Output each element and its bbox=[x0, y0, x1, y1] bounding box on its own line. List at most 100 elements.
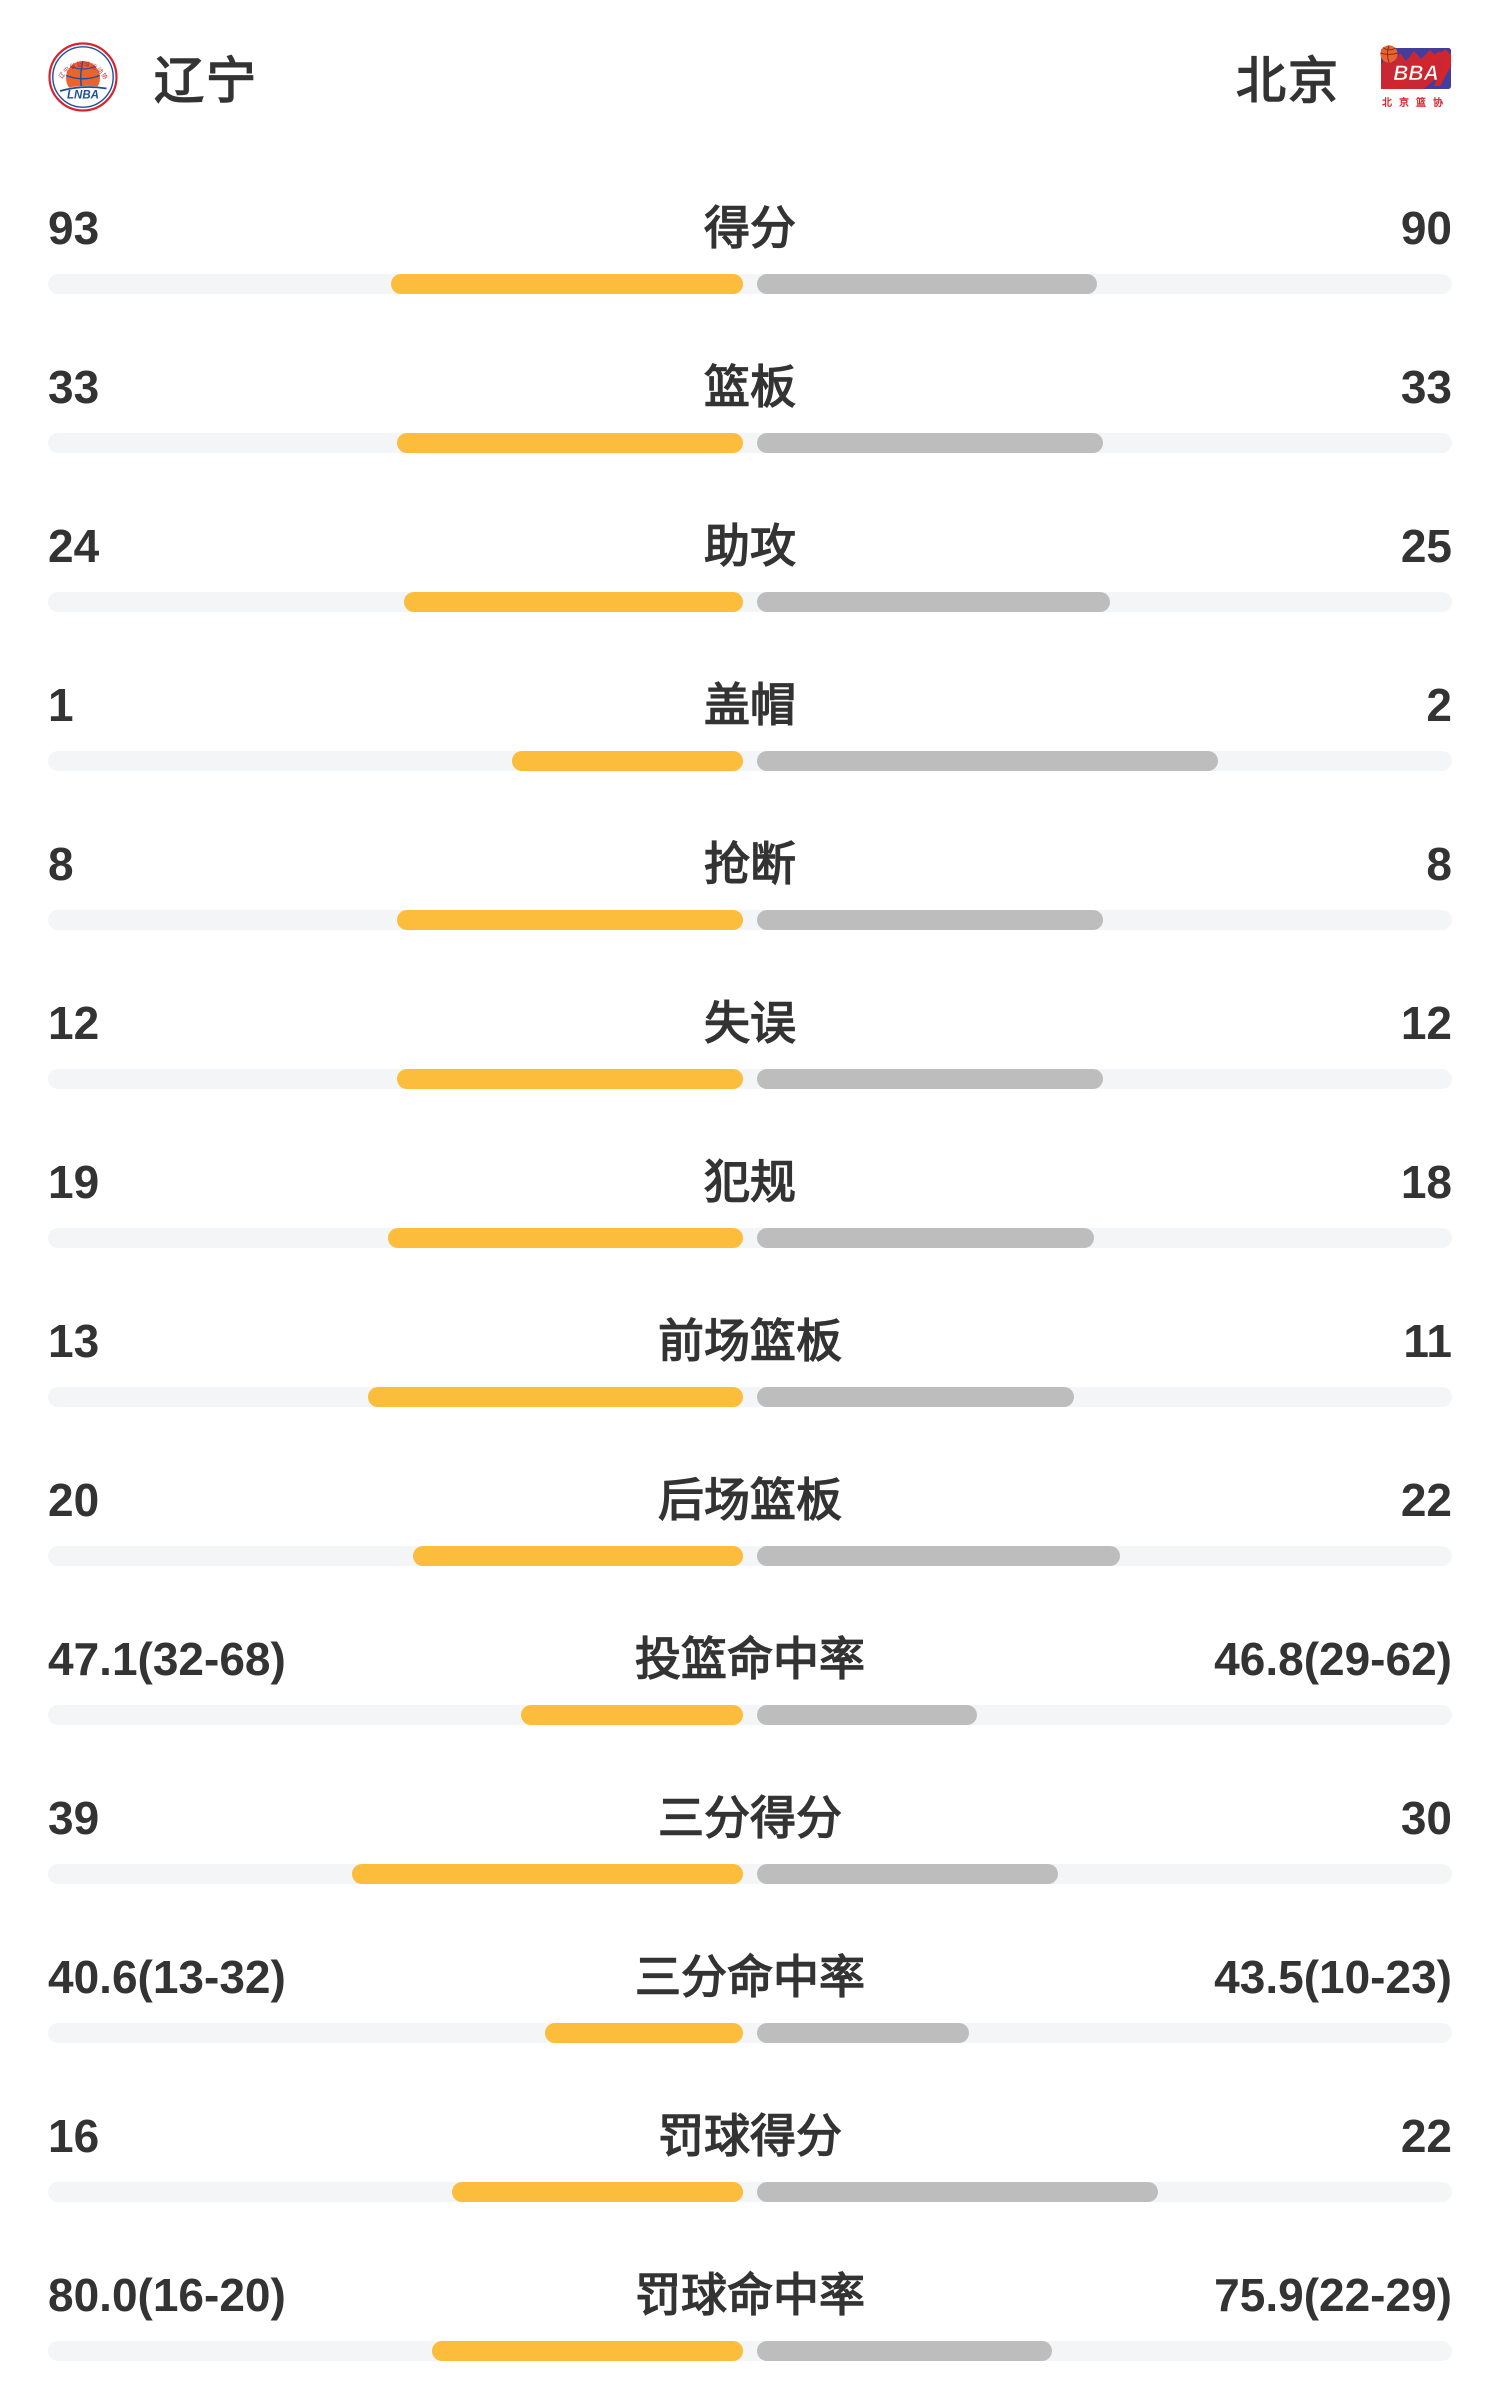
stat-label: 罚球命中率 bbox=[635, 2269, 865, 2321]
away-stat-bar bbox=[757, 433, 1103, 453]
home-stat-bar bbox=[451, 2182, 743, 2202]
stat-row: 8 抢断 8 bbox=[0, 786, 1500, 945]
home-stat-value: 80.0(16-20) bbox=[48, 2269, 286, 2321]
home-stat-value: 19 bbox=[48, 1156, 100, 1208]
stat-label: 犯规 bbox=[704, 1156, 796, 1208]
stat-bar-track bbox=[48, 1705, 1452, 1725]
stat-row: 33 篮板 33 bbox=[0, 309, 1500, 468]
stat-values-line: 40.6(13-32) 三分命中率 43.5(10-23) bbox=[48, 1899, 1452, 2005]
away-stat-value: 33 bbox=[1400, 361, 1452, 413]
stat-bar-track bbox=[48, 433, 1452, 453]
svg-text:BBA: BBA bbox=[1393, 62, 1439, 85]
home-stat-bar bbox=[368, 1387, 743, 1407]
home-stat-bar bbox=[413, 1546, 743, 1566]
away-stat-value: 75.9(22-29) bbox=[1214, 2269, 1452, 2321]
away-stat-value: 22 bbox=[1400, 2110, 1452, 2162]
match-header: 辽宁省篮球运动协会 LNBA 辽宁 北京 BBA 北京篮协 bbox=[48, 40, 1452, 114]
stat-values-line: 13 前场篮板 11 bbox=[48, 1263, 1452, 1369]
stat-label: 盖帽 bbox=[704, 679, 796, 731]
stat-bar-track bbox=[48, 2023, 1452, 2043]
stat-bar-track bbox=[48, 751, 1452, 771]
home-stat-bar bbox=[403, 592, 743, 612]
stat-values-line: 20 后场篮板 22 bbox=[48, 1422, 1452, 1528]
away-stat-value: 18 bbox=[1400, 1156, 1452, 1208]
stat-row: 13 前场篮板 11 bbox=[0, 1263, 1500, 1422]
away-stat-bar bbox=[757, 1864, 1058, 1884]
home-stat-bar bbox=[351, 1864, 743, 1884]
stat-values-line: 12 失误 12 bbox=[48, 945, 1452, 1051]
svg-text:LNBA: LNBA bbox=[67, 90, 99, 102]
stat-label: 前场篮板 bbox=[658, 1315, 842, 1367]
away-stat-bar bbox=[757, 592, 1111, 612]
home-stat-value: 33 bbox=[48, 361, 100, 413]
away-stat-value: 90 bbox=[1400, 202, 1452, 254]
stat-bar-track bbox=[48, 2182, 1452, 2202]
stat-label: 后场篮板 bbox=[658, 1474, 842, 1526]
away-stat-value: 12 bbox=[1400, 997, 1452, 1049]
home-stat-value: 1 bbox=[48, 679, 74, 731]
away-stat-bar bbox=[757, 2023, 969, 2043]
stat-bar-track bbox=[48, 274, 1452, 294]
away-stat-value: 30 bbox=[1400, 1792, 1452, 1844]
away-stat-value: 8 bbox=[1426, 838, 1452, 890]
stat-row: 39 三分得分 30 bbox=[0, 1740, 1500, 1899]
stat-label: 得分 bbox=[704, 202, 796, 254]
away-stat-bar bbox=[757, 1069, 1103, 1089]
away-stat-bar bbox=[757, 274, 1098, 294]
home-stat-value: 16 bbox=[48, 2110, 100, 2162]
stat-bar-track bbox=[48, 592, 1452, 612]
stat-row: 24 助攻 25 bbox=[0, 468, 1500, 627]
stat-values-line: 39 三分得分 30 bbox=[48, 1740, 1452, 1846]
home-stat-value: 13 bbox=[48, 1315, 100, 1367]
away-stat-bar bbox=[757, 1705, 978, 1725]
stat-label: 失误 bbox=[704, 997, 796, 1049]
away-team-header[interactable]: 北京 BBA 北京篮协 bbox=[1236, 41, 1452, 113]
home-stat-bar bbox=[397, 910, 743, 930]
stat-bar-track bbox=[48, 1228, 1452, 1248]
away-stat-value: 22 bbox=[1400, 1474, 1452, 1526]
stat-label: 三分得分 bbox=[658, 1792, 842, 1844]
stat-values-line: 16 罚球得分 22 bbox=[48, 2058, 1452, 2164]
stat-bar-track bbox=[48, 910, 1452, 930]
away-stat-bar bbox=[757, 751, 1219, 771]
stat-label: 助攻 bbox=[704, 520, 796, 572]
home-stat-bar bbox=[397, 1069, 743, 1089]
stat-values-line: 19 犯规 18 bbox=[48, 1104, 1452, 1210]
stat-label: 抢断 bbox=[704, 838, 796, 890]
stats-list: 93 得分 90 33 篮板 33 24 助攻 25 1 盖帽 2 8 抢断 8 12 失误 12 19 犯规 18 13… bbox=[0, 150, 1500, 2376]
home-stat-value: 93 bbox=[48, 202, 100, 254]
away-team-logo: BBA 北京篮协 bbox=[1380, 45, 1451, 109]
away-stat-bar bbox=[757, 2182, 1158, 2202]
home-stat-value: 39 bbox=[48, 1792, 100, 1844]
away-stat-value: 2 bbox=[1426, 679, 1452, 731]
home-stat-bar bbox=[387, 1228, 743, 1248]
home-stat-value: 47.1(32-68) bbox=[48, 1633, 286, 1685]
away-stat-value: 46.8(29-62) bbox=[1214, 1633, 1452, 1685]
home-stat-value: 24 bbox=[48, 520, 100, 572]
stat-bar-track bbox=[48, 1864, 1452, 1884]
home-team-header[interactable]: 辽宁省篮球运动协会 LNBA 辽宁 bbox=[48, 41, 258, 113]
away-stat-value: 25 bbox=[1400, 520, 1452, 572]
away-stat-value: 43.5(10-23) bbox=[1214, 1951, 1452, 2003]
home-stat-value: 20 bbox=[48, 1474, 100, 1526]
stat-values-line: 1 盖帽 2 bbox=[48, 627, 1452, 733]
stat-bar-track bbox=[48, 1546, 1452, 1566]
stat-row: 93 得分 90 bbox=[0, 150, 1500, 309]
away-stat-bar bbox=[757, 910, 1103, 930]
stat-label: 篮板 bbox=[704, 361, 796, 413]
away-stat-value: 11 bbox=[1403, 1315, 1452, 1367]
away-stat-bar bbox=[757, 1228, 1094, 1248]
stat-row: 80.0(16-20) 罚球命中率 75.9(22-29) bbox=[0, 2217, 1500, 2376]
stat-row: 47.1(32-68) 投篮命中率 46.8(29-62) bbox=[0, 1581, 1500, 1740]
stat-values-line: 24 助攻 25 bbox=[48, 468, 1452, 574]
home-stat-bar bbox=[512, 751, 743, 771]
away-stat-bar bbox=[757, 1387, 1075, 1407]
stat-label: 罚球得分 bbox=[658, 2110, 842, 2162]
stat-row: 1 盖帽 2 bbox=[0, 627, 1500, 786]
home-team-name: 辽宁 bbox=[154, 53, 258, 109]
stat-label: 三分命中率 bbox=[635, 1951, 865, 2003]
stat-values-line: 33 篮板 33 bbox=[48, 309, 1452, 415]
away-stat-bar bbox=[757, 2341, 1053, 2361]
home-team-logo: 辽宁省篮球运动协会 LNBA bbox=[48, 42, 118, 112]
